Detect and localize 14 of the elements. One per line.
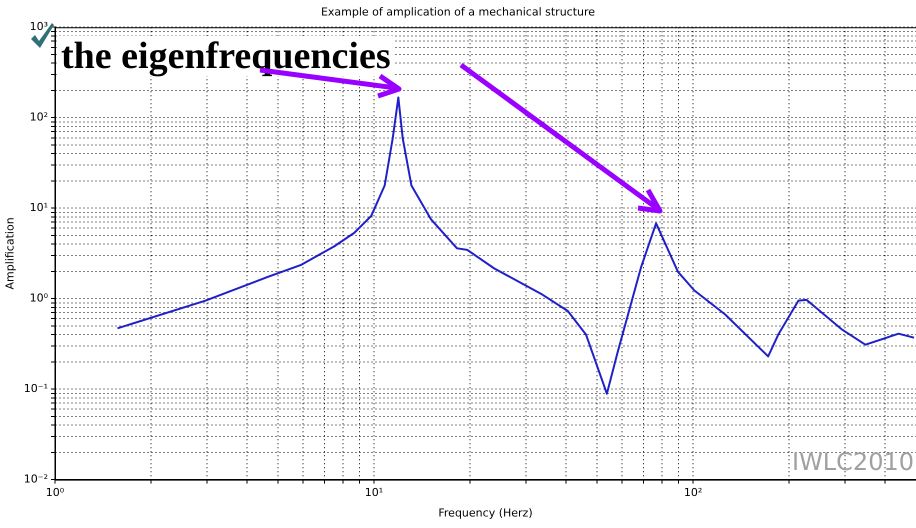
x-tick-label: 10⁰ [46, 486, 65, 500]
y-axis-title: Amplification [3, 217, 16, 290]
annotation: the eigenfrequencies [58, 35, 394, 77]
y-tick-label: 10⁻¹ [24, 382, 48, 395]
y-tick-label: 10⁰ [30, 292, 49, 304]
x-tick-label: 10¹ [364, 486, 384, 500]
y-tick-label: 10³ [30, 20, 48, 34]
y-tick-label: 10² [30, 110, 48, 124]
x-tick-label: 10² [684, 486, 702, 500]
annotation: IWLC2010 [792, 448, 914, 476]
y-tick-label: 10¹ [30, 201, 48, 214]
chart-title: Example of amplication of a mechanical structure [320, 5, 596, 18]
y-tick-label: 10⁻² [24, 472, 48, 486]
x-axis-title: Frequency (Herz) [438, 506, 533, 520]
